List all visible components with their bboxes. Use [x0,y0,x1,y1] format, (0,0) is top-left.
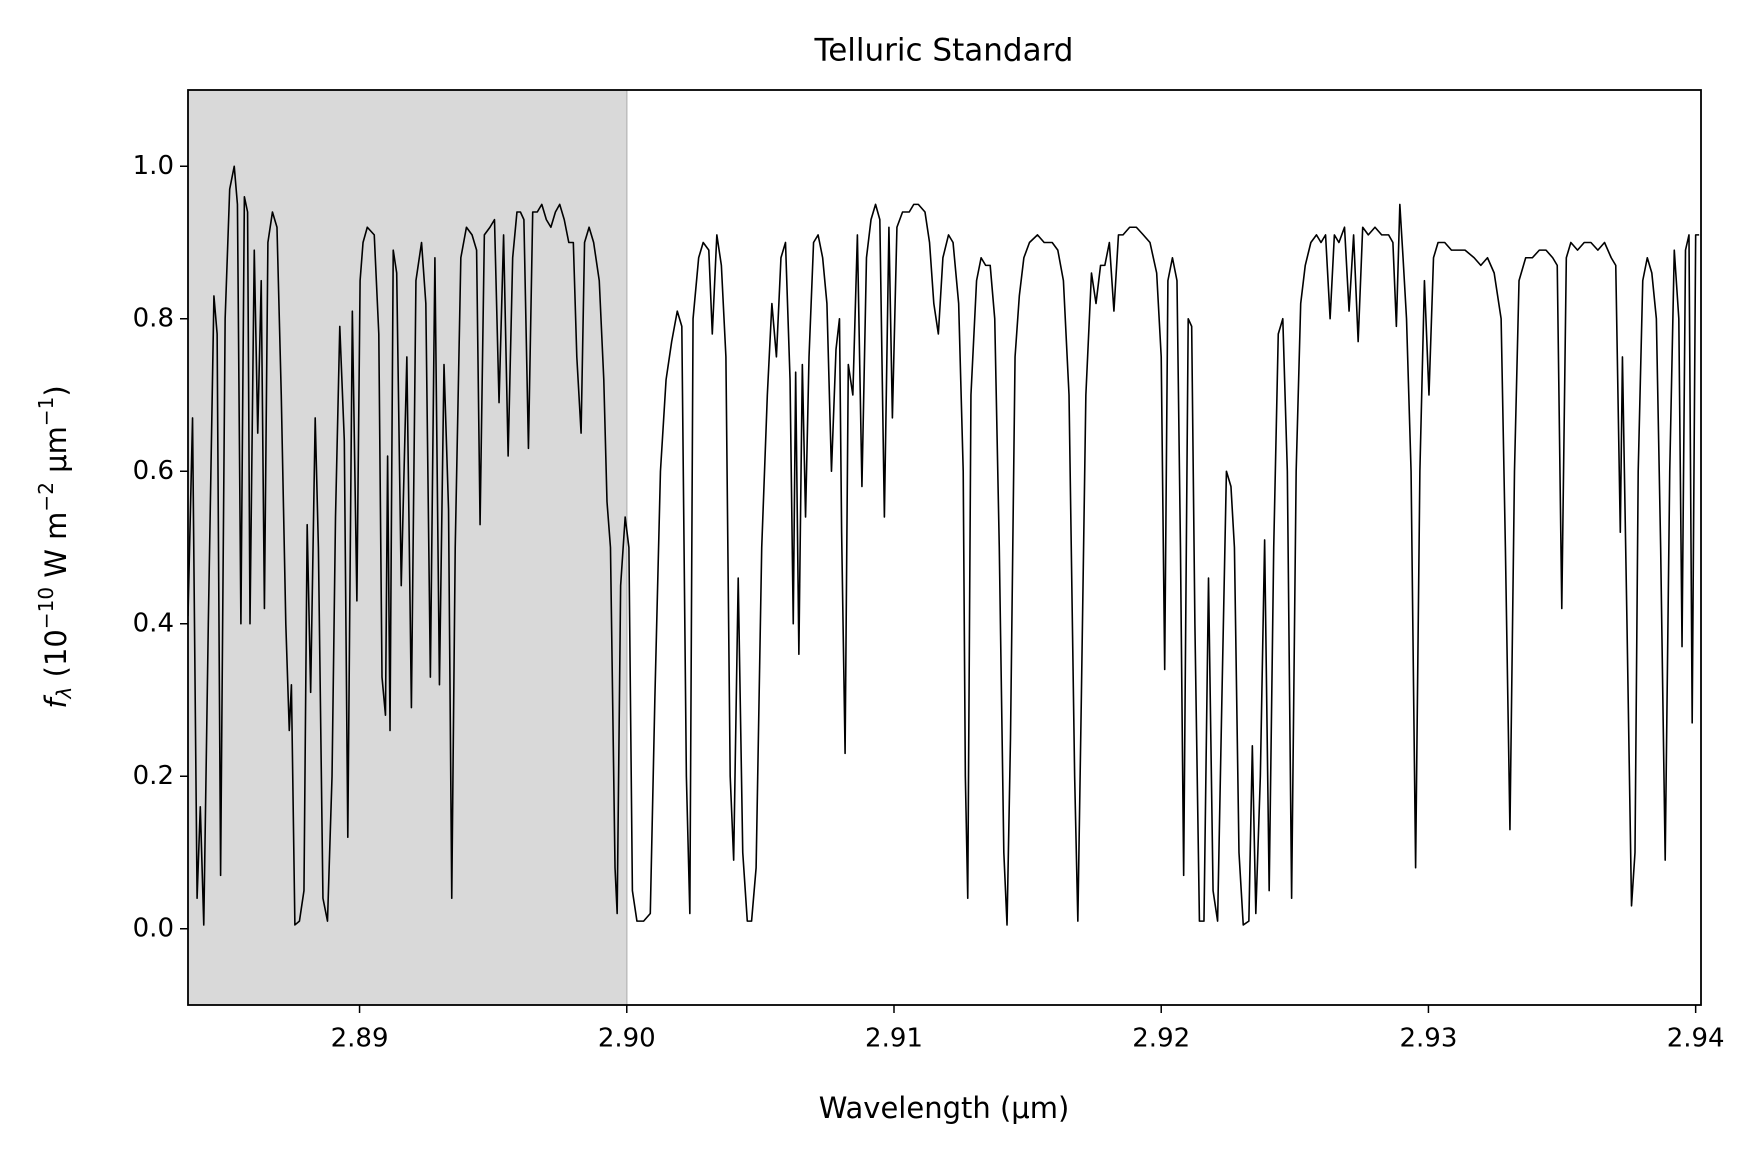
y-label-exponent: −10 [34,587,58,629]
y-tick-label: 0.2 [133,761,174,791]
x-tick-label: 2.93 [1399,1024,1457,1054]
y-tick-label: 0.4 [133,608,174,638]
plot-frame [187,89,1702,1006]
x-tick-label: 2.92 [1132,1024,1190,1054]
x-axis-label: Wavelength (μm) [819,1091,1070,1125]
y-axis-label: fλ (10−10 W m−2 μm−1) [34,385,76,708]
y-label-text: (10 [39,629,73,686]
chart-title: Telluric Standard [814,33,1074,69]
x-tick-label: 2.94 [1667,1024,1725,1054]
y-tick-label: 0.8 [133,303,174,333]
x-tick-label: 2.89 [331,1024,389,1054]
shaded-span [188,90,627,1005]
y-label-exponent: −1 [34,397,58,426]
y-tick-label: 0.6 [133,456,174,486]
y-label-text: ) [39,385,73,396]
x-tick-label: 2.90 [598,1024,656,1054]
x-tick-label: 2.91 [865,1024,923,1054]
y-tick-label: 0.0 [133,913,174,943]
y-label-exponent: −2 [34,482,58,511]
spectrum-line [188,165,1700,926]
y-tick-label: 1.0 [133,151,174,181]
y-label-subscript: λ [52,687,76,700]
y-label-text: μm [39,426,73,482]
y-label-text: W m [39,512,73,587]
